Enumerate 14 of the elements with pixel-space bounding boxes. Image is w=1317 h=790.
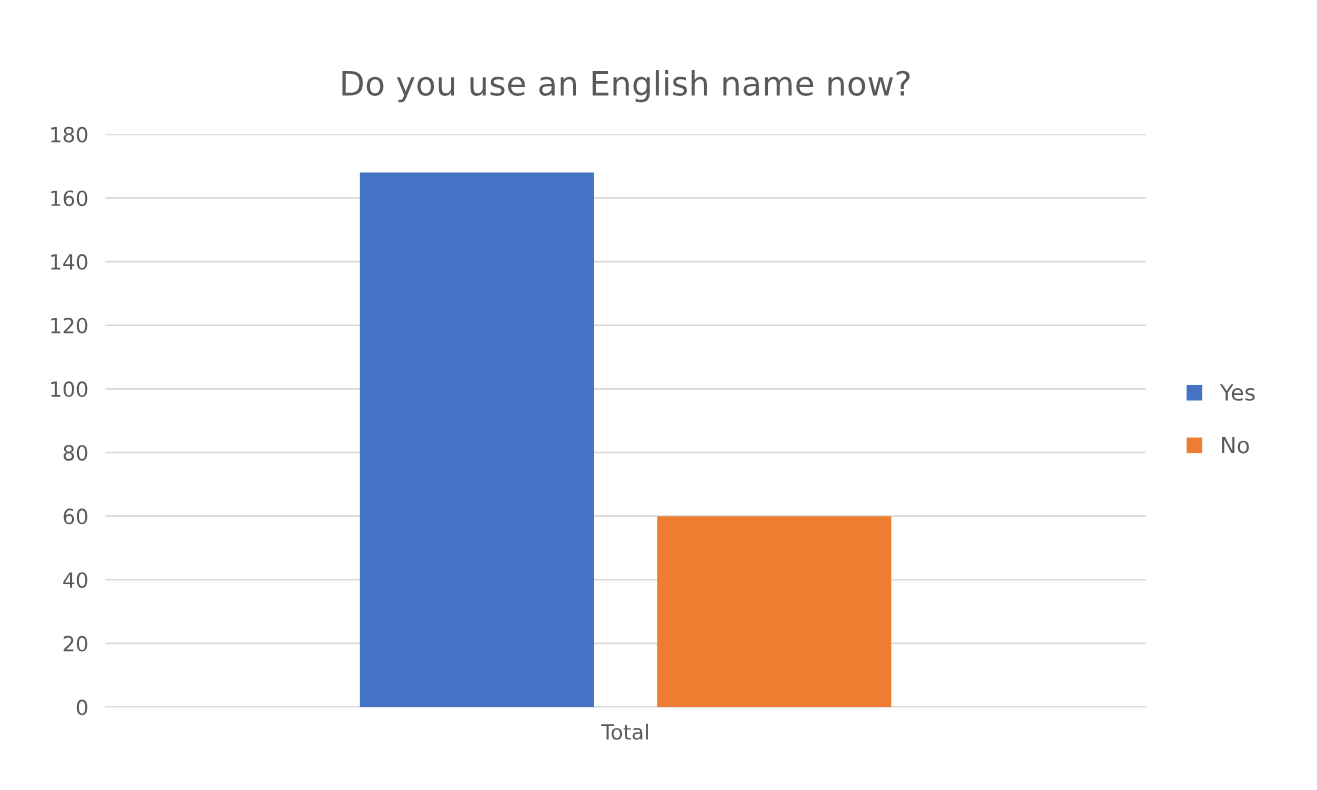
y-tick-label: 60 bbox=[63, 508, 88, 525]
y-tick-label: 80 bbox=[63, 444, 88, 461]
legend-label: Yes bbox=[1219, 384, 1255, 401]
x-tick-label: Total bbox=[601, 723, 648, 740]
y-tick-label: 180 bbox=[51, 126, 88, 143]
y-tick-label: 120 bbox=[51, 317, 88, 334]
y-tick-label: 20 bbox=[63, 635, 88, 652]
y-tick-label: 100 bbox=[51, 381, 88, 398]
legend-label: No bbox=[1222, 436, 1249, 454]
y-tick-label: 40 bbox=[63, 572, 88, 588]
y-tick-label: 140 bbox=[51, 254, 88, 270]
y-tick-label: 160 bbox=[51, 190, 88, 207]
chart-title: Do you use an English name now? bbox=[342, 70, 910, 103]
y-tick-label: 0 bbox=[76, 699, 88, 716]
